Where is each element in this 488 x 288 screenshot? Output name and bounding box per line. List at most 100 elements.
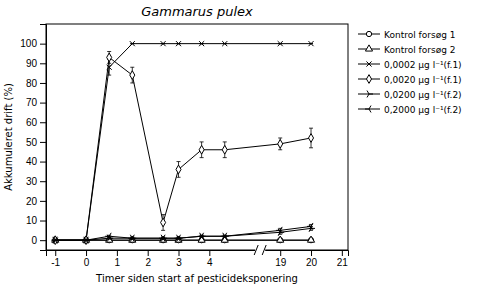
y-tick: 50 bbox=[26, 137, 46, 148]
x-tick-label: 20 bbox=[306, 257, 318, 268]
y-tick: 30 bbox=[26, 176, 46, 187]
marker bbox=[222, 41, 227, 46]
y-tick: 100 bbox=[20, 38, 46, 49]
x-tick-mark bbox=[179, 250, 180, 256]
error-bar bbox=[200, 142, 204, 158]
legend-swatch-marker bbox=[366, 75, 371, 84]
legend-swatch-marker bbox=[367, 91, 373, 98]
series-line bbox=[55, 226, 311, 240]
axis-break-slash bbox=[262, 245, 266, 255]
y-axis: 0102030405060708090100 bbox=[20, 25, 46, 251]
legend-item: 0,0020 µg l⁻¹(f.1) bbox=[358, 75, 462, 85]
x-tick-mark bbox=[342, 250, 343, 256]
series bbox=[53, 52, 314, 245]
y-tick-label: 60 bbox=[26, 117, 38, 128]
series bbox=[51, 223, 313, 244]
series-line bbox=[55, 44, 311, 241]
legend-item: 0,0200 µg l⁻¹(f.2) bbox=[358, 90, 462, 100]
plot: -1012341920210102030405060708090100 bbox=[20, 24, 348, 268]
marker bbox=[130, 71, 135, 80]
marker bbox=[278, 140, 283, 149]
y-tick: 20 bbox=[26, 196, 46, 207]
series bbox=[53, 41, 314, 243]
y-tick-mark bbox=[40, 221, 46, 222]
x-tick-label: 0 bbox=[84, 257, 90, 268]
y-tick-mark bbox=[40, 142, 46, 143]
x-tick: 20 bbox=[306, 250, 318, 268]
x-tick-label: 21 bbox=[337, 257, 349, 268]
error-bar bbox=[278, 138, 282, 150]
marker bbox=[51, 237, 57, 244]
x-tick-mark bbox=[311, 250, 312, 256]
marker bbox=[176, 165, 181, 174]
x-tick-label: 2 bbox=[145, 257, 151, 268]
axis-break bbox=[254, 245, 266, 255]
y-tick-mark bbox=[40, 240, 46, 241]
legend-item: 0,0002 µg l⁻¹(f.1) bbox=[358, 60, 462, 70]
marker bbox=[199, 41, 204, 46]
marker bbox=[161, 218, 166, 227]
marker bbox=[307, 236, 314, 242]
legend-label: Kontrol forsøg 2 bbox=[384, 45, 455, 55]
plot-frame bbox=[46, 24, 348, 250]
marker bbox=[159, 235, 165, 242]
legend-label: 0,0002 µg l⁻¹(f.1) bbox=[384, 60, 462, 70]
legend-swatch-marker bbox=[365, 45, 372, 51]
x-tick-label: 3 bbox=[176, 257, 182, 268]
y-tick: 60 bbox=[26, 117, 46, 128]
y-tick: 10 bbox=[26, 215, 46, 226]
marker bbox=[105, 233, 111, 240]
y-tick-mark bbox=[40, 63, 46, 64]
y-tick: 90 bbox=[26, 58, 46, 69]
y-tick: 40 bbox=[26, 156, 46, 167]
y-tick-label: 50 bbox=[26, 137, 38, 148]
marker bbox=[277, 236, 284, 242]
x-tick-mark bbox=[117, 250, 118, 256]
x-tick: 4 bbox=[207, 250, 213, 268]
y-tick: 0 bbox=[31, 235, 46, 246]
marker bbox=[276, 227, 282, 234]
data-area bbox=[51, 41, 315, 244]
marker bbox=[278, 41, 283, 46]
x-tick: 1 bbox=[115, 250, 121, 268]
legend-item: Kontrol forsøg 2 bbox=[358, 45, 455, 55]
x-tick: 19 bbox=[275, 250, 287, 268]
legend-item: Kontrol forsøg 1 bbox=[358, 30, 455, 40]
y-tick: 70 bbox=[26, 97, 46, 108]
legend-label: 0,0200 µg l⁻¹(f.2) bbox=[384, 90, 462, 100]
error-bar bbox=[309, 128, 313, 148]
marker bbox=[308, 41, 313, 46]
y-tick-label: 20 bbox=[26, 196, 38, 207]
y-tick-mark bbox=[40, 103, 46, 104]
marker bbox=[130, 41, 135, 46]
error-bar bbox=[107, 52, 111, 64]
y-tick-mark bbox=[40, 44, 46, 45]
x-tick: 21 bbox=[337, 250, 349, 268]
error-bar bbox=[177, 162, 181, 178]
x-axis-title: Timer siden start af pesticideksponering bbox=[95, 273, 298, 284]
x-tick-label: 1 bbox=[115, 257, 121, 268]
marker bbox=[161, 41, 166, 46]
marker bbox=[82, 237, 88, 244]
x-tick-label: 4 bbox=[207, 257, 213, 268]
marker bbox=[198, 233, 204, 240]
legend-swatch-marker bbox=[366, 61, 371, 66]
y-tick-label: 40 bbox=[26, 156, 38, 167]
x-tick-mark bbox=[280, 250, 281, 256]
x-tick-mark bbox=[148, 250, 149, 256]
marker bbox=[175, 235, 181, 242]
series-line bbox=[55, 57, 311, 240]
y-tick-label: 10 bbox=[26, 215, 38, 226]
y-tick-label: 0 bbox=[31, 235, 37, 246]
x-tick: 2 bbox=[145, 250, 151, 268]
marker bbox=[199, 145, 204, 154]
marker bbox=[307, 223, 313, 230]
legend-label: 0,0020 µg l⁻¹(f.1) bbox=[384, 75, 462, 85]
y-tick-mark bbox=[40, 162, 46, 163]
series bbox=[53, 225, 315, 244]
axis-break-slash bbox=[254, 245, 258, 255]
marker bbox=[221, 233, 227, 240]
y-tick-mark bbox=[40, 201, 46, 202]
legend-label: Kontrol forsøg 1 bbox=[384, 30, 455, 40]
marker bbox=[128, 235, 134, 242]
